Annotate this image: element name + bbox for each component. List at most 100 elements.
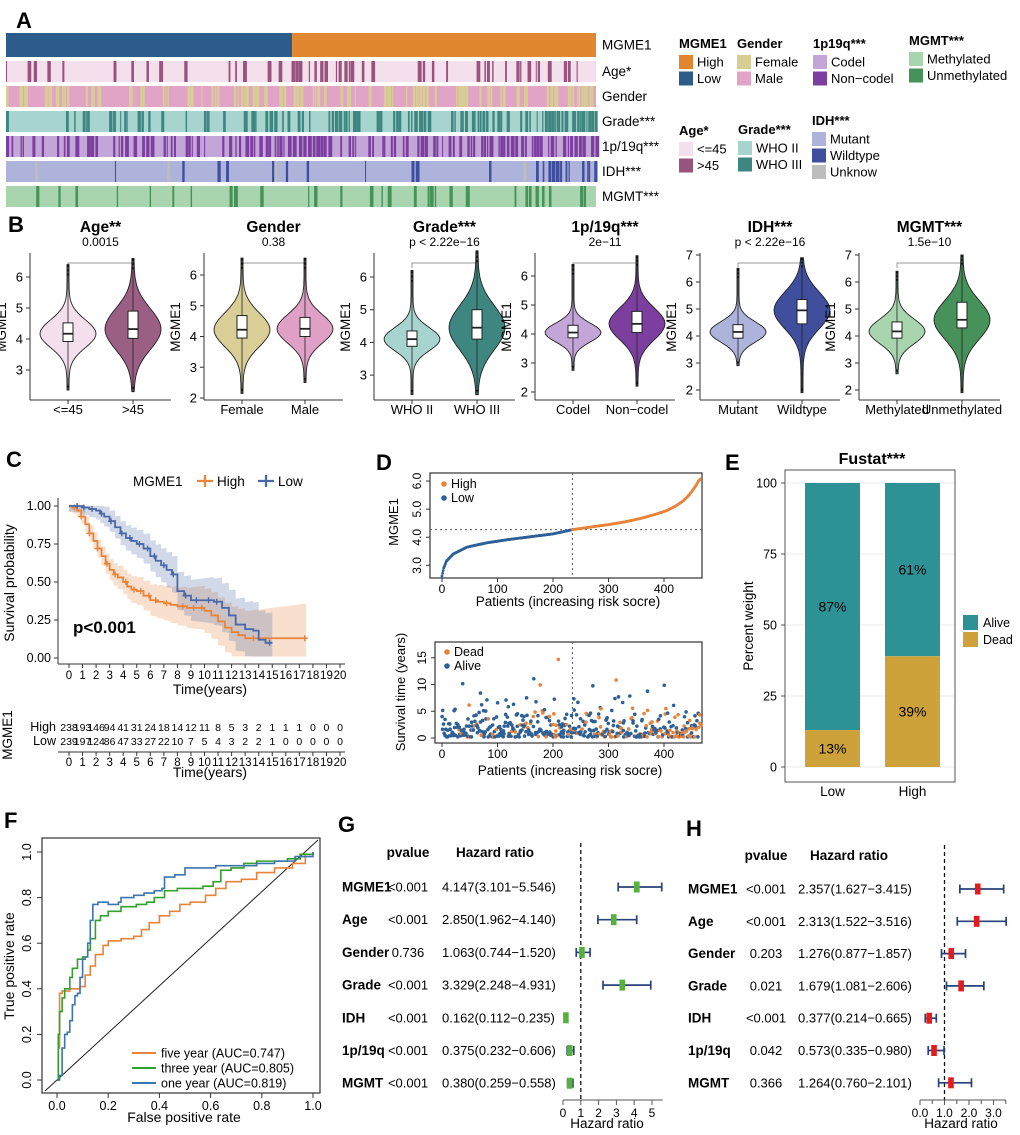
- roc-xtick: 0.2: [100, 1099, 117, 1113]
- risk-table-value: 0: [283, 736, 289, 748]
- forest-row-pvalue: 0.366: [750, 1075, 783, 1090]
- bar-xtick: Low: [820, 784, 845, 799]
- violin-ytick: 6: [521, 269, 528, 284]
- violin-ytick: 3: [190, 360, 197, 375]
- violin-ylabel: MGME1: [0, 302, 9, 352]
- forest-row-name: Gender: [688, 946, 736, 961]
- risk-bottom-xtick: 0: [439, 747, 446, 761]
- legend-item-label: Methylated: [927, 52, 991, 67]
- forest-row-name: Gender: [342, 945, 390, 960]
- forest-marker: [926, 1012, 933, 1024]
- km-xtick: 2: [93, 670, 99, 682]
- bar-ytick: 0: [770, 761, 777, 775]
- roc-plot: 0.0 0.2 0.4 0.6 0.8 1.0 0.0 0.2 0.4 0.6 0.8 1.0 five…: [20, 837, 322, 1113]
- forest-row-name: MGMT: [688, 1075, 730, 1090]
- violin-ytick: 5: [845, 302, 852, 317]
- km-xtick: 15: [266, 670, 279, 682]
- risk-table-value: 0: [324, 736, 330, 748]
- violin-ytick: 5: [360, 302, 367, 317]
- panel-a-annotation-heatmap: A MGME1 Age* Gender Grade*** 1p/19q*** IDH***…: [6, 8, 1007, 207]
- risk-table-value: 2: [242, 736, 248, 748]
- violin-box: [631, 310, 643, 334]
- forest-row-hr: 2.357(1.627−3.415): [798, 882, 912, 897]
- forest-marker: [958, 980, 964, 992]
- forest-marker: [566, 1077, 573, 1089]
- km-confidence-band: [69, 506, 273, 657]
- forest-h-plot: MGME1 <0.001 2.357(1.627−3.415) Age <0.001 2.…: [688, 845, 1007, 1120]
- forest-row-pvalue: 0.203: [750, 946, 783, 961]
- legend-group-title: 1p19q***: [813, 36, 867, 51]
- risk-top-legend-label: Low: [451, 491, 475, 505]
- risk-top-xtick: 300: [598, 582, 618, 596]
- roc-ytick: 0.6: [20, 934, 34, 951]
- roc-ytick: 1.0: [20, 843, 34, 860]
- legend-group-title: Gender: [737, 36, 783, 51]
- bar-dead-label: 39%: [898, 704, 926, 720]
- violin-title: MGMT***: [897, 219, 963, 236]
- risk-table-value: 1: [269, 736, 275, 748]
- forest-row-name: Grade: [342, 978, 382, 993]
- legend-swatch: [813, 71, 827, 86]
- track-label: IDH***: [602, 164, 642, 179]
- risk-bottom-ytick: 5: [415, 708, 429, 715]
- risk-table-value: 3: [229, 736, 235, 748]
- violin-xtick: Methylated: [865, 402, 929, 417]
- forest-h-hr-header: Hazard ratio: [810, 848, 888, 863]
- forest-row-pvalue: <0.001: [746, 914, 786, 929]
- forest-g-hr-header: Hazard ratio: [456, 845, 534, 860]
- violin-ytick: 7: [845, 248, 852, 263]
- risk-table-row-label: High: [30, 720, 56, 734]
- legend-swatch: [679, 55, 693, 69]
- risk-table-value: 18: [158, 722, 170, 734]
- violin-ytick: 4: [686, 329, 693, 344]
- violin-ytick: 4: [845, 329, 852, 344]
- risk-top-xtick: 400: [654, 582, 674, 596]
- km-ytick: 1.00: [27, 499, 51, 513]
- km-legend-label: Low: [278, 474, 303, 489]
- legend-swatch: [738, 157, 752, 172]
- risk-bottom-xtick: 100: [487, 747, 507, 761]
- risk-table-value: 7: [188, 736, 194, 748]
- panel-h-letter: H: [686, 816, 702, 841]
- forest-axis-tick: 3: [613, 1106, 620, 1120]
- risk-table-xtick: 8: [174, 757, 180, 769]
- legend-swatch: [812, 148, 826, 163]
- forest-row-pvalue: 0.736: [392, 945, 425, 960]
- violin-ytick: 2: [845, 383, 852, 398]
- km-legend-marker: [197, 475, 213, 487]
- forest-marker: [619, 979, 626, 991]
- violin-xtick: Codel: [556, 402, 590, 417]
- panel-e-stacked-bar: E Fustat*** Percent weight 87% 13% Low 61% 3…: [725, 450, 1013, 799]
- risk-table-value: 33: [131, 736, 143, 748]
- km-xtick: 9: [188, 670, 194, 682]
- violin-ytick: 5: [521, 298, 528, 313]
- forest-g-xlabel: Hazard ratio: [570, 1116, 644, 1131]
- violin-xtick: Female: [220, 402, 263, 417]
- risk-table-xtick: 18: [307, 757, 320, 769]
- violin-xtick: Wildtype: [777, 402, 827, 417]
- risk-table-value: 146: [87, 722, 105, 734]
- violin-ytick: 3: [686, 356, 693, 371]
- violin-ytick: 6: [686, 275, 693, 290]
- km-xtick: 5: [134, 670, 140, 682]
- km-xtick: 8: [174, 670, 180, 682]
- forest-axis-tick: 5: [649, 1106, 656, 1120]
- risk-bottom-ytick: 10: [415, 678, 429, 692]
- violin-xtick: WHO II: [391, 402, 434, 417]
- panel-e-letter: E: [725, 450, 740, 475]
- panel-d-risk-score-plots: D MGME1 Patients (increasing risk socre)…: [376, 450, 703, 778]
- legend-item-label: <=45: [697, 142, 727, 157]
- violin-xtick: Male: [291, 402, 319, 417]
- violin-ytick: 2: [686, 383, 693, 398]
- violin-ytick: 3: [16, 363, 23, 378]
- track-mgme1-low: [6, 33, 293, 57]
- roc-legend-label: five year (AUC=0.747): [161, 1047, 285, 1061]
- forest-row-hr: 3.329(2.248−4.931): [442, 978, 556, 993]
- km-ylabel: Survival probability: [1, 524, 17, 642]
- violin-box: [796, 299, 808, 325]
- km-xtick: 18: [307, 670, 320, 682]
- risk-table-value: 239: [60, 736, 78, 748]
- risk-table-value: 24: [144, 722, 156, 734]
- risk-table-row-label: Low: [33, 734, 57, 748]
